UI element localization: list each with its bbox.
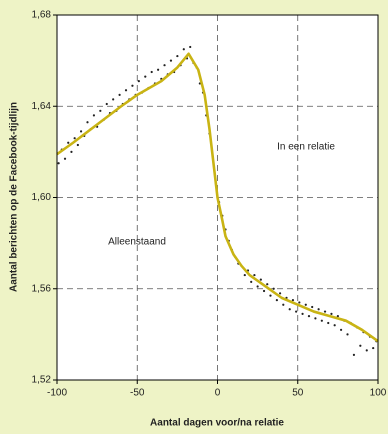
data-point (144, 75, 147, 78)
data-point (282, 303, 285, 306)
data-point (307, 315, 311, 318)
data-point (275, 299, 278, 302)
x-tick-label: 0 (215, 388, 221, 399)
data-point (317, 308, 320, 311)
data-point (243, 273, 246, 277)
data-point (118, 93, 121, 96)
plot-frame (56, 14, 379, 381)
data-point (73, 137, 76, 140)
data-point (150, 70, 153, 74)
trend-line (56, 52, 379, 343)
data-point (250, 280, 253, 284)
data-point (314, 317, 317, 320)
data-point (86, 121, 89, 124)
data-point (137, 80, 140, 83)
data-point (372, 346, 375, 350)
y-tick-label: 1,52 (32, 375, 52, 386)
data-point (352, 353, 356, 357)
data-point (182, 48, 185, 51)
data-point (330, 312, 333, 315)
y-tick-label: 1,64 (32, 101, 52, 112)
x-tick-label: -100 (47, 388, 67, 399)
data-point (67, 141, 70, 144)
data-point (333, 324, 336, 327)
y-axis-label: Aantal berichten op de Facebook-tijdlijn (9, 102, 20, 292)
data-point (189, 45, 192, 49)
data-point (320, 319, 323, 322)
data-point (301, 312, 304, 315)
data-point (99, 109, 102, 112)
data-point (365, 349, 368, 352)
x-tick-label: -50 (130, 388, 145, 399)
data-point (79, 130, 83, 133)
data-point (359, 344, 362, 347)
data-point (304, 303, 307, 306)
y-tick-label: 1,68 (32, 10, 52, 21)
annotation: In een relatie (277, 142, 335, 153)
data-point (105, 102, 108, 106)
data-point (288, 308, 291, 311)
data-point (272, 287, 275, 290)
x-tick-label: 100 (370, 388, 387, 399)
data-point (266, 283, 269, 286)
data-point (92, 114, 96, 117)
data-point (112, 98, 115, 101)
x-tick-label: 50 (292, 388, 304, 399)
data-point (298, 301, 301, 304)
data-point (76, 143, 79, 147)
data-point (269, 294, 272, 297)
data-point (346, 333, 349, 336)
data-point (253, 273, 256, 277)
data-point (311, 305, 314, 309)
data-point (295, 310, 298, 313)
data-point (256, 285, 259, 288)
data-point (336, 315, 339, 318)
data-point (169, 59, 173, 62)
data-point (157, 68, 160, 71)
annotation: Alleenstaand (108, 237, 166, 248)
data-point (323, 310, 327, 313)
data-point (57, 162, 60, 165)
data-point (262, 289, 266, 293)
data-point (291, 299, 295, 302)
data-point (259, 278, 262, 281)
data-point (163, 64, 166, 67)
data-point (327, 321, 330, 325)
y-tick-label: 1,56 (32, 283, 52, 294)
data-point (124, 89, 128, 92)
data-point (339, 328, 343, 331)
y-tick-label: 1,60 (32, 192, 52, 203)
data-point (278, 292, 282, 295)
data-point (70, 150, 73, 153)
x-axis-label: Aantal dagen voor/na relatie (150, 418, 284, 429)
data-point (131, 84, 134, 87)
data-point (176, 54, 179, 58)
data-point (63, 157, 67, 160)
